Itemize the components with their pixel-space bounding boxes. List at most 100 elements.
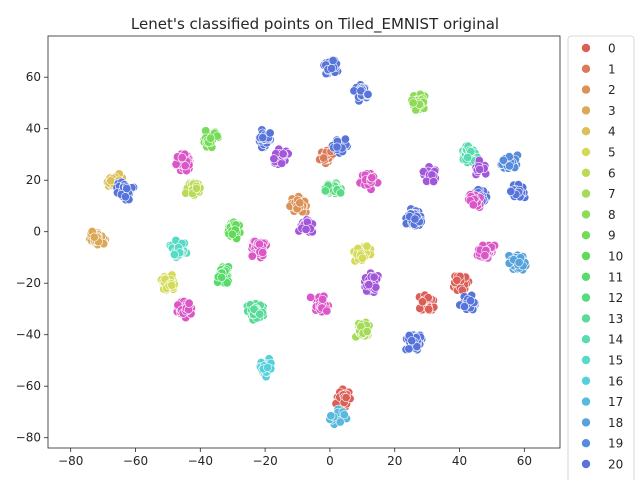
y-tick-label: −20	[16, 276, 41, 290]
data-point-series-magenta	[468, 200, 478, 210]
y-tick-label: 20	[26, 173, 41, 187]
data-point-series-16	[263, 362, 273, 372]
data-point-series-9	[206, 133, 216, 143]
y-tick-label: −60	[16, 379, 41, 393]
legend-label: 12	[608, 291, 623, 305]
legend-marker	[581, 84, 591, 95]
legend-marker	[581, 271, 591, 282]
data-point-series-20	[459, 302, 469, 312]
data-point-series-14	[463, 153, 473, 163]
data-point-series-20	[506, 186, 516, 196]
x-tick-label: −20	[252, 454, 277, 468]
data-point-series-purple	[429, 177, 439, 187]
data-point-series-20	[407, 336, 417, 346]
data-point-series-17	[326, 411, 336, 421]
legend-marker	[581, 147, 591, 157]
legend-label: 13	[608, 312, 623, 326]
legend-marker	[581, 375, 591, 386]
data-point-series-magenta	[367, 173, 377, 183]
x-tick-label: 60	[517, 454, 532, 468]
data-point-series-7	[362, 326, 372, 336]
legend-label: 20	[608, 458, 623, 472]
data-point-series-20	[466, 296, 476, 306]
legend-label: 15	[608, 354, 623, 368]
y-tick-label: 40	[26, 122, 41, 136]
legend-marker	[581, 168, 591, 178]
x-axis: −80 −60 −40 −20 0 20 40 60	[58, 448, 532, 468]
legend-label: 11	[608, 270, 623, 284]
legend-marker	[581, 417, 591, 428]
legend-marker	[581, 438, 591, 449]
data-point-series-5	[167, 280, 177, 290]
legend-label: 10	[608, 250, 623, 264]
data-point-series-purple	[475, 164, 485, 174]
data-point-series-2	[295, 198, 305, 208]
data-point-series-purple	[269, 154, 279, 164]
data-point-series-purple	[301, 224, 311, 234]
data-point-series-12	[320, 186, 330, 196]
y-tick-label: 60	[26, 70, 41, 84]
data-point-series-12	[336, 188, 346, 198]
data-point-series-19	[498, 155, 508, 165]
data-point-series-5	[357, 253, 367, 263]
data-point-series-magenta	[322, 306, 332, 316]
legend-marker	[581, 396, 591, 407]
data-point-series-0	[417, 297, 427, 307]
x-tick-label: −40	[188, 454, 213, 468]
legend-label: 16	[608, 374, 623, 388]
x-tick-label: −60	[123, 454, 148, 468]
data-point-series-20	[120, 192, 130, 202]
legend-marker	[581, 334, 591, 345]
legend-label: 2	[608, 83, 616, 97]
legend-label: 3	[608, 104, 616, 118]
data-point-series-10	[227, 229, 237, 239]
data-point-series-17	[335, 417, 345, 427]
data-point-series-8	[408, 98, 418, 108]
data-point-series-20	[332, 142, 342, 152]
legend-label: 5	[608, 146, 616, 160]
data-point-series-20	[258, 133, 268, 143]
data-point-series-11	[222, 278, 232, 288]
data-point-series-18	[514, 257, 524, 267]
data-point-series-15	[169, 250, 179, 260]
x-tick-label: 20	[387, 454, 402, 468]
y-tick-label: −80	[16, 431, 41, 445]
data-point-series-magenta	[247, 251, 257, 261]
legend-label: 6	[608, 166, 616, 180]
data-point-series-19	[504, 161, 514, 171]
data-point-series-6	[192, 183, 202, 193]
legend-label: 17	[608, 395, 623, 409]
plot-frame	[47, 35, 561, 449]
legend-marker	[581, 459, 591, 469]
data-point-series-magenta	[177, 153, 187, 163]
data-point-series-purple	[369, 272, 379, 282]
legend-marker	[581, 105, 591, 116]
data-points	[85, 55, 531, 429]
data-point-series-20	[363, 89, 373, 99]
data-point-series-3	[89, 232, 99, 242]
data-point-series-magenta	[171, 159, 181, 169]
data-point-series-20	[265, 128, 275, 138]
data-point-series-5	[362, 241, 372, 251]
data-point-series-20	[327, 64, 337, 74]
legend-marker	[581, 64, 591, 74]
legend-box	[567, 35, 635, 480]
y-tick-label: −40	[16, 328, 41, 342]
data-point-series-magenta	[255, 239, 265, 249]
x-tick-label: 0	[326, 454, 334, 468]
data-point-series-magenta	[480, 251, 490, 261]
data-point-series-20	[412, 342, 422, 352]
legend-label: 1	[608, 62, 616, 76]
data-point-series-magenta	[318, 294, 328, 304]
legend-marker	[581, 126, 591, 136]
data-point-series-17	[339, 410, 349, 420]
data-point-series-purple	[364, 280, 374, 290]
chart-title: Lenet's classified points on Tiled_EMNIS…	[131, 15, 499, 34]
legend-marker	[581, 292, 591, 303]
data-point-series-magenta	[180, 161, 190, 171]
data-point-series-0	[424, 304, 434, 314]
legend-marker	[581, 188, 591, 199]
data-point-series-20	[122, 184, 132, 194]
legend-marker	[581, 355, 591, 365]
